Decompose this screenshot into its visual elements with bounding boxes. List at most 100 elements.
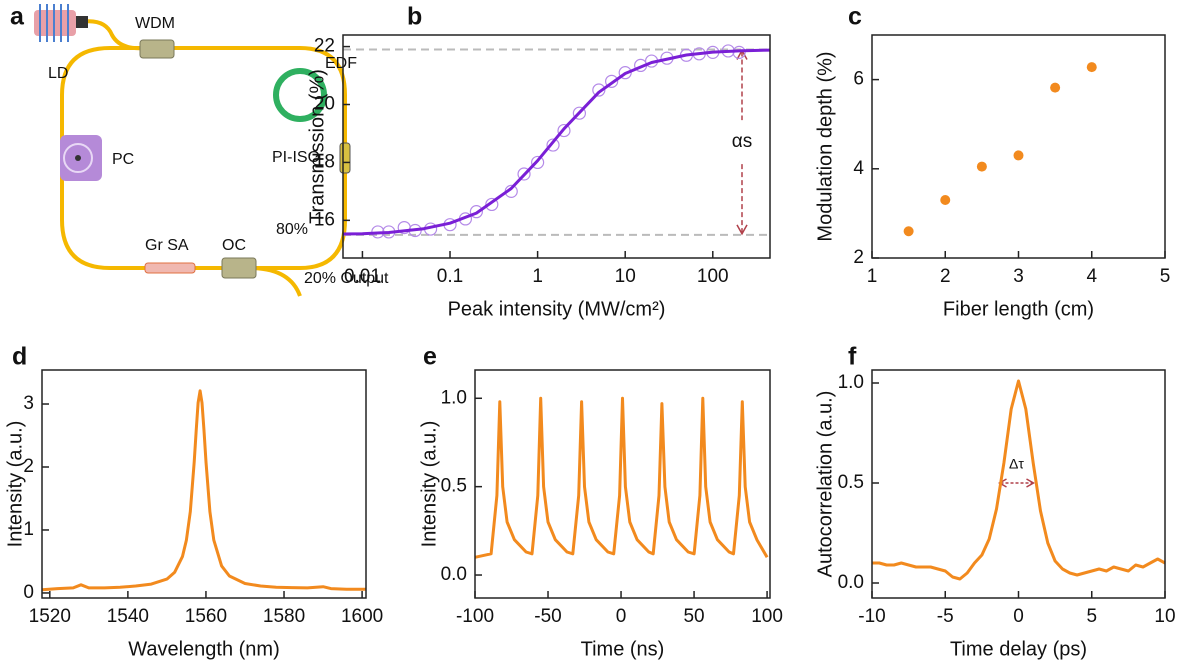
diagram-label: EDF xyxy=(325,55,357,72)
y-tick-label: 2 xyxy=(853,247,864,268)
isolator xyxy=(339,142,351,174)
annotation: Δτ xyxy=(1009,456,1024,472)
x-tick-label: 100 xyxy=(751,606,783,627)
y-tick-label: 0.0 xyxy=(838,572,864,593)
x-axis-label: Peak intensity (MW/cm²) xyxy=(448,298,666,320)
pc-center xyxy=(75,155,81,161)
x-tick-label: 1 xyxy=(532,266,543,287)
panel-label: c xyxy=(848,3,862,31)
data-point xyxy=(618,66,632,80)
panel-label: b xyxy=(407,3,422,31)
x-tick-label: 1580 xyxy=(263,606,305,627)
diagram-label: PC xyxy=(112,151,134,168)
x-tick-label: 5 xyxy=(1160,266,1171,287)
laser-pigtail xyxy=(76,16,88,28)
x-tick-label: 50 xyxy=(683,606,704,627)
x-tick-label: -100 xyxy=(456,606,494,627)
data-point xyxy=(976,161,987,172)
y-axis-label: Intensity (a.u.) xyxy=(4,421,26,548)
edf-coil xyxy=(273,68,327,122)
x-tick-label: 1560 xyxy=(185,606,227,627)
y-tick-label: 0.5 xyxy=(441,476,467,497)
plot-frame xyxy=(871,369,1166,599)
y-tick-label: 4 xyxy=(853,158,864,179)
x-tick-label: 100 xyxy=(697,266,729,287)
x-axis-label: Time (ns) xyxy=(581,638,665,660)
y-tick-label: 3 xyxy=(23,393,34,414)
panel-label: d xyxy=(12,343,27,371)
x-tick-label: -5 xyxy=(937,606,954,627)
output-fiber xyxy=(249,266,302,297)
diagram-label: WDM xyxy=(135,15,175,32)
data-point xyxy=(557,123,571,138)
output-coupler xyxy=(221,257,257,279)
diagram-label: OC xyxy=(222,237,246,254)
x-axis-label: Fiber length (cm) xyxy=(943,298,1094,320)
data-point xyxy=(485,197,499,212)
x-axis-label: Wavelength (nm) xyxy=(128,638,280,660)
diagram-label: 20% Output xyxy=(304,270,389,287)
plot-frame xyxy=(41,369,367,599)
wdm xyxy=(139,39,175,59)
plot-frame xyxy=(871,34,1166,259)
y-tick-label: 0.5 xyxy=(838,472,864,493)
plot-frame xyxy=(474,369,771,599)
pump-fiber xyxy=(79,19,146,51)
y-axis-label: Modulation depth (%) xyxy=(814,51,836,241)
y-tick-label: 1 xyxy=(23,519,34,540)
setup-diagram: a LD WDM EDF PC PI-ISO 80% Gr SA OC 20% … xyxy=(10,3,389,297)
panel-label: f xyxy=(848,343,857,371)
x-tick-label: 1 xyxy=(867,266,878,287)
annotation: αs xyxy=(732,131,752,152)
plot-frame xyxy=(342,34,771,259)
y-tick-label: 22 xyxy=(314,36,335,57)
y-tick-label: 6 xyxy=(853,69,864,90)
x-tick-label: -10 xyxy=(858,606,885,627)
x-tick-label: 10 xyxy=(1154,606,1175,627)
diagram-label: 80% xyxy=(276,221,308,238)
y-axis-label: Autocorrelation (a.u.) xyxy=(814,391,836,578)
x-tick-label: 1540 xyxy=(107,606,149,627)
x-tick-label: 0.01 xyxy=(344,266,381,287)
y-tick-label: 2 xyxy=(23,456,34,477)
diagram-label: Gr SA xyxy=(145,237,189,254)
diagram-label: PI-ISO xyxy=(272,149,320,166)
y-tick-label: 18 xyxy=(314,151,335,172)
fiber-loop xyxy=(60,46,347,270)
x-tick-label: 3 xyxy=(1013,266,1024,287)
arrow-head xyxy=(736,224,748,236)
x-tick-label: 5 xyxy=(1086,606,1097,627)
panel-label: a xyxy=(10,3,25,31)
y-tick-label: 1.0 xyxy=(838,372,864,393)
data-line xyxy=(474,396,769,559)
data-point xyxy=(1013,150,1024,161)
y-tick-label: 20 xyxy=(314,94,335,115)
x-tick-label: 10 xyxy=(615,266,636,287)
data-point xyxy=(546,138,560,152)
data-point xyxy=(903,226,914,237)
y-tick-label: 0 xyxy=(23,582,34,603)
data-point xyxy=(605,74,619,88)
data-line xyxy=(342,48,771,236)
data-point xyxy=(517,167,531,181)
x-tick-label: 4 xyxy=(1086,266,1097,287)
data-point xyxy=(1086,62,1097,73)
x-tick-label: -50 xyxy=(534,606,561,627)
data-line xyxy=(41,389,366,592)
y-tick-label: 16 xyxy=(314,209,335,230)
x-tick-label: 0 xyxy=(616,606,627,627)
pc-ring xyxy=(63,143,93,173)
data-point xyxy=(572,106,586,120)
x-tick-label: 0.1 xyxy=(437,266,463,287)
laser-pins xyxy=(39,4,69,42)
y-tick-label: 0.0 xyxy=(441,564,467,585)
panel-label: e xyxy=(423,343,437,371)
y-axis-label: Intensity (a.u.) xyxy=(418,421,440,548)
diagram-label: LD xyxy=(48,65,68,82)
data-point xyxy=(1050,82,1061,93)
x-axis-label: Time delay (ps) xyxy=(950,638,1087,660)
data-point xyxy=(531,155,545,170)
data-point xyxy=(940,195,951,206)
y-axis-label: Transmission (%) xyxy=(306,69,328,224)
